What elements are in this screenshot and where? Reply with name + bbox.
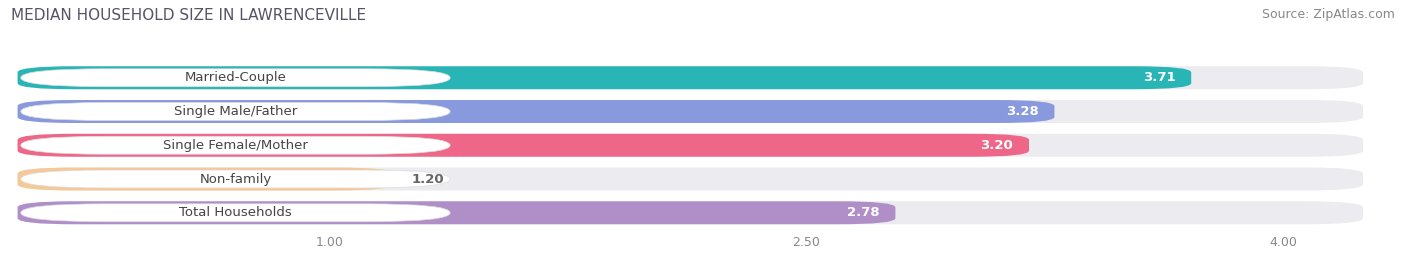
FancyBboxPatch shape xyxy=(21,69,450,87)
Text: 2.78: 2.78 xyxy=(846,206,880,219)
FancyBboxPatch shape xyxy=(18,168,1362,190)
Text: 3.28: 3.28 xyxy=(1005,105,1039,118)
Text: 1.20: 1.20 xyxy=(412,172,444,186)
Text: MEDIAN HOUSEHOLD SIZE IN LAWRENCEVILLE: MEDIAN HOUSEHOLD SIZE IN LAWRENCEVILLE xyxy=(11,8,367,23)
FancyBboxPatch shape xyxy=(18,134,1362,157)
FancyBboxPatch shape xyxy=(18,201,896,224)
FancyBboxPatch shape xyxy=(18,168,392,190)
FancyBboxPatch shape xyxy=(18,66,1191,89)
Text: 3.71: 3.71 xyxy=(1143,71,1175,84)
FancyBboxPatch shape xyxy=(21,136,450,154)
FancyBboxPatch shape xyxy=(21,204,450,222)
Text: Single Female/Mother: Single Female/Mother xyxy=(163,139,308,152)
FancyBboxPatch shape xyxy=(18,201,1362,224)
Text: Total Households: Total Households xyxy=(179,206,292,219)
FancyBboxPatch shape xyxy=(18,66,1362,89)
FancyBboxPatch shape xyxy=(18,100,1054,123)
Text: Single Male/Father: Single Male/Father xyxy=(174,105,297,118)
FancyBboxPatch shape xyxy=(21,102,450,121)
Text: 3.20: 3.20 xyxy=(980,139,1014,152)
FancyBboxPatch shape xyxy=(21,170,450,188)
Text: Married-Couple: Married-Couple xyxy=(184,71,287,84)
Text: Non-family: Non-family xyxy=(200,172,271,186)
Text: Source: ZipAtlas.com: Source: ZipAtlas.com xyxy=(1261,8,1395,21)
FancyBboxPatch shape xyxy=(18,100,1362,123)
FancyBboxPatch shape xyxy=(18,134,1029,157)
